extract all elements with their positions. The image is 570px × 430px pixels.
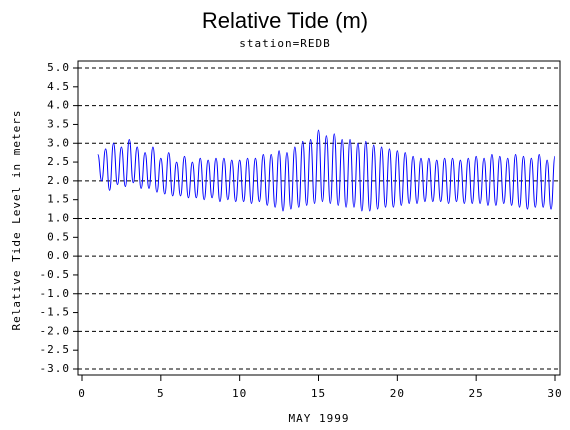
x-tick-label: 10 (232, 387, 247, 400)
y-tick-label: -1.5 (40, 306, 71, 319)
y-tick-label: 4.5 (47, 80, 70, 93)
y-tick-label: 3.0 (47, 136, 70, 149)
y-tick-label: 3.5 (47, 117, 70, 130)
x-tick-label: 0 (78, 387, 86, 400)
x-axis-label: MAY 1999 (289, 412, 350, 425)
x-tick-label: 15 (311, 387, 326, 400)
y-tick-label: 0.5 (47, 230, 70, 243)
y-tick-label: -1.0 (40, 287, 71, 300)
y-tick-label: -3.0 (40, 362, 71, 375)
y-tick-label: 5.0 (47, 61, 70, 74)
x-tick-label: 30 (547, 387, 562, 400)
x-tick-label: 25 (469, 387, 484, 400)
y-tick-label: -0.5 (40, 268, 71, 281)
y-tick-label: 0.0 (47, 249, 70, 262)
y-tick-label: -2.5 (40, 343, 71, 356)
chart-subtitle: station=REDB (239, 37, 330, 50)
y-tick-label: 1.0 (47, 212, 70, 225)
y-tick-label: 2.0 (47, 174, 70, 187)
y-axis-label: Relative Tide Level in meters (10, 109, 23, 330)
y-tick-label: 2.5 (47, 155, 70, 168)
x-tick-label: 5 (157, 387, 165, 400)
x-tick-label: 20 (390, 387, 405, 400)
y-tick-label: -2.0 (40, 324, 71, 337)
y-tick-label: 1.5 (47, 193, 70, 206)
y-tick-label: 4.0 (47, 99, 70, 112)
tide-line (97, 129, 556, 212)
chart-title: Relative Tide (m) (202, 8, 368, 33)
